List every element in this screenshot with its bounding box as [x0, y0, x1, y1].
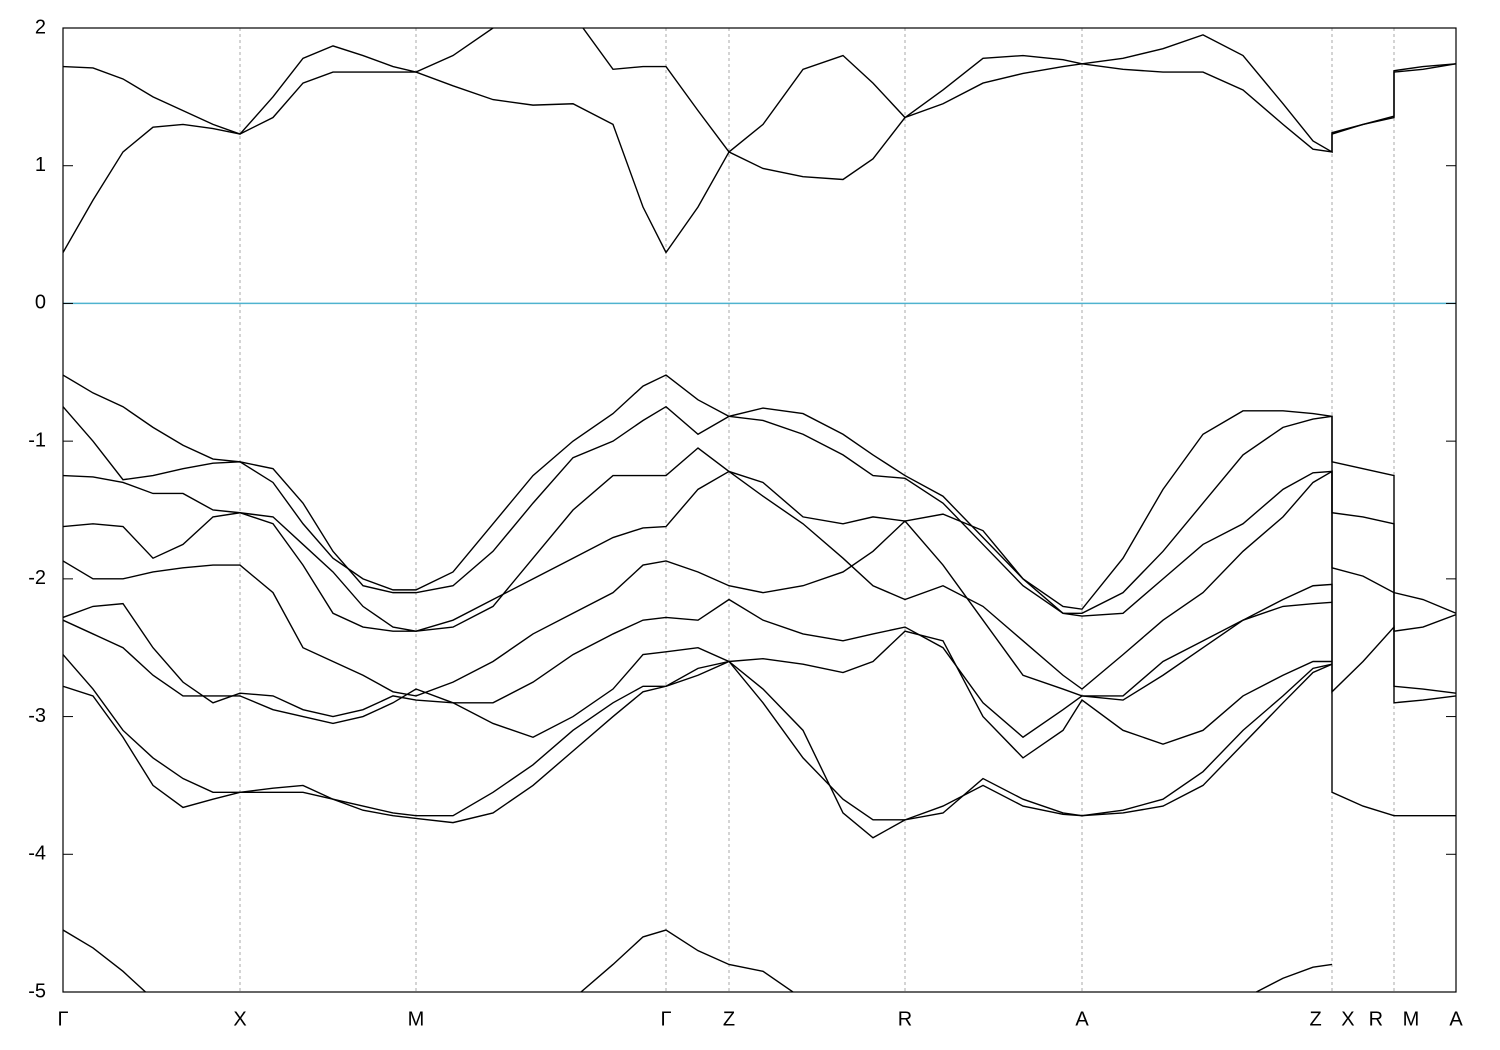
- plot-frame: [62, 27, 1457, 993]
- x-tick-label: Γ: [57, 1008, 68, 1030]
- band-line: [63, 929, 1333, 992]
- band-line: [63, 374, 1456, 614]
- labels-layer: -5 -4 -3 -2 -1 0 1 2 Γ X M Γ Z R A Z X R M A: [28, 16, 1463, 1030]
- band-line: [63, 447, 1456, 694]
- band-line: [63, 598, 1333, 739]
- y-tick-label: -4: [28, 843, 46, 865]
- grid-layer: [62, 28, 1457, 992]
- y-tick-label: -2: [28, 567, 46, 589]
- y-tick-label: 2: [35, 16, 46, 38]
- x-tick-label: Z X: [1309, 1008, 1354, 1030]
- x-tick-label: M: [408, 1008, 425, 1030]
- band-line: [63, 63, 1456, 254]
- band-line: [63, 619, 1332, 759]
- x-tick-label: Z: [723, 1008, 735, 1030]
- x-tick-label: Γ: [660, 1008, 671, 1030]
- band-line: [63, 520, 1456, 817]
- x-tick-label: A: [1449, 1008, 1463, 1030]
- y-tick-label: -3: [28, 705, 46, 727]
- band-line: [63, 470, 1456, 704]
- y-tick-label: 1: [35, 154, 46, 176]
- y-tick-label: -5: [28, 980, 46, 1002]
- band-line: [63, 28, 1456, 154]
- x-tick-label: A: [1075, 1008, 1089, 1030]
- band-line: [63, 405, 1456, 632]
- bands-layer: [63, 28, 1456, 992]
- x-tick-label: R: [898, 1008, 912, 1030]
- x-tick-label: R M: [1369, 1008, 1420, 1030]
- band-line: [63, 660, 1333, 839]
- x-tick-label: X: [233, 1008, 246, 1030]
- y-tick-label: 0: [35, 292, 46, 314]
- y-tick-label: -1: [28, 429, 46, 451]
